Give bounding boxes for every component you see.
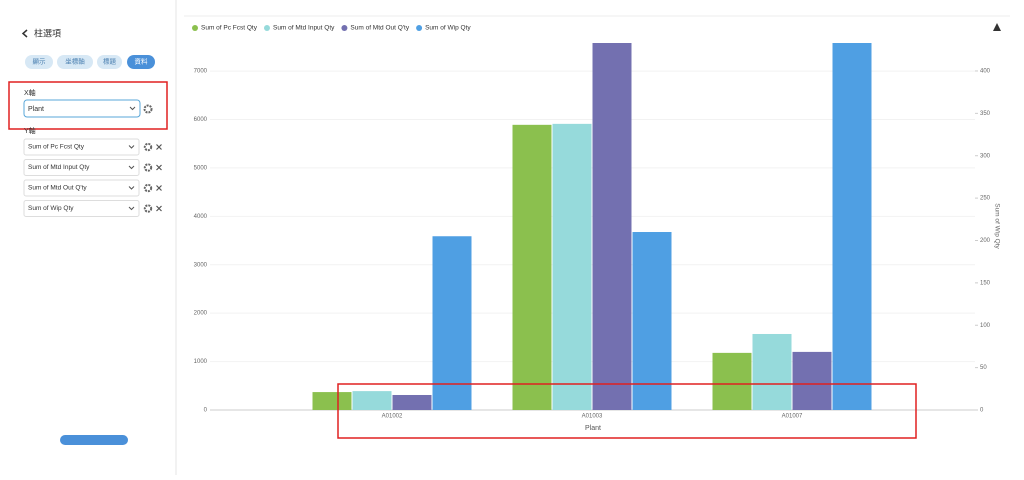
tab-label: 坐標軸 [65, 57, 85, 66]
tab-label: 標題 [103, 57, 117, 66]
bar[interactable] [592, 43, 632, 410]
y2-tick-label: 400 [980, 69, 991, 75]
x-tick-label: A01002 [382, 414, 403, 420]
legend-label[interactable]: Sum of Mtd Out Q'ty [350, 25, 409, 32]
y-field-select[interactable] [23, 179, 140, 197]
x-tick-label: A01007 [782, 414, 803, 420]
warning-icon[interactable] [993, 23, 1001, 31]
highlight-box [337, 383, 917, 439]
x-field-select[interactable] [23, 99, 141, 118]
legend-label[interactable]: Sum of Wip Qty [425, 25, 471, 32]
legend-marker[interactable] [341, 25, 348, 31]
remove-icon[interactable] [156, 205, 162, 212]
y2-tick-label: 150 [980, 280, 991, 286]
tab-label: 資料 [135, 57, 149, 66]
y-tick-label: 2000 [194, 311, 208, 317]
x-tick-label: A01003 [582, 414, 603, 420]
legend-label[interactable]: Sum of Mtd Input Qty [273, 25, 335, 32]
y-tick-label: 1000 [194, 359, 208, 365]
y2-tick-label: 0 [980, 408, 984, 414]
y2-tick-label: 250 [980, 196, 991, 202]
y-tick-label: 3000 [194, 262, 208, 268]
x-field-value: Plant [28, 106, 44, 113]
legend-marker[interactable] [416, 25, 423, 31]
chart: 0 1000 2000 3000 4000 5000 6000 7000 0 50 100 150 20… [192, 25, 1000, 432]
y2-tick-label: 50 [980, 365, 987, 371]
tab[interactable] [127, 55, 155, 69]
legend-marker[interactable] [263, 25, 270, 31]
bar[interactable] [552, 123, 592, 410]
bar[interactable] [512, 124, 552, 411]
y-field-select[interactable] [23, 200, 140, 217]
bar[interactable] [712, 352, 752, 410]
button[interactable] [60, 435, 128, 445]
tab-label: 顯示 [33, 58, 47, 66]
y2-axis-title: Sum of Wip Qty [993, 203, 1000, 249]
bar[interactable] [392, 394, 432, 410]
gear-icon[interactable] [143, 104, 153, 114]
y2-tick-label: 300 [980, 153, 991, 159]
bar[interactable] [752, 333, 792, 410]
tab[interactable] [25, 55, 53, 69]
y-field-select[interactable] [23, 138, 140, 156]
bar[interactable] [352, 391, 392, 410]
panel-title[interactable]: 柱選項 [34, 27, 61, 38]
tab[interactable] [97, 55, 122, 69]
y-field-value: Sum of Pc Fcst Qty [28, 144, 85, 151]
y-tick-label: 5000 [194, 165, 208, 171]
bar[interactable] [792, 351, 832, 410]
y-field-value: Sum of Wip Qty [28, 205, 74, 212]
remove-icon[interactable] [156, 144, 162, 150]
y-field-value: Sum of Mtd Input Qty [28, 164, 90, 171]
bar[interactable] [832, 43, 872, 410]
tabs: 顯示 坐標軸 標題 資料 [25, 55, 155, 69]
dropdown-icon [128, 145, 135, 149]
y-field-select[interactable] [23, 159, 140, 176]
y-fields: Sum of Pc Fcst Qty Sum of Mtd Input Qty Su… [23, 138, 162, 217]
y2-tick-label: 100 [980, 323, 991, 329]
remove-icon[interactable] [156, 185, 162, 191]
x-axis-title: Plant [585, 425, 601, 432]
highlight-box [8, 81, 168, 130]
dropdown-icon [128, 206, 135, 211]
legend-label[interactable]: Sum of Pc Fcst Qty [201, 25, 258, 32]
back-icon[interactable] [21, 29, 28, 38]
gear-icon[interactable] [143, 163, 153, 172]
y-tick-label: 6000 [194, 117, 208, 123]
dropdown-icon [128, 186, 135, 190]
bar[interactable] [312, 392, 352, 410]
gear-icon[interactable] [143, 204, 153, 213]
gear-icon[interactable] [143, 142, 153, 152]
y-tick-label: 4000 [194, 214, 208, 220]
bar[interactable] [432, 236, 472, 410]
y2-tick-label: 350 [980, 111, 991, 117]
dropdown-icon [129, 106, 136, 111]
y2-tick-label: 200 [980, 238, 991, 244]
dropdown-icon [128, 165, 135, 170]
y-axis-label: Y軸 [24, 126, 36, 135]
bar[interactable] [632, 232, 672, 410]
remove-icon[interactable] [156, 164, 162, 171]
tab[interactable] [57, 55, 93, 69]
y-tick-label: 0 [204, 408, 208, 414]
x-axis-label: X軸 [24, 88, 36, 97]
legend-marker[interactable] [192, 25, 198, 31]
gear-icon[interactable] [143, 183, 153, 193]
y-field-value: Sum of Mtd Out Q'ty [28, 185, 87, 192]
y-tick-label: 7000 [194, 69, 208, 75]
